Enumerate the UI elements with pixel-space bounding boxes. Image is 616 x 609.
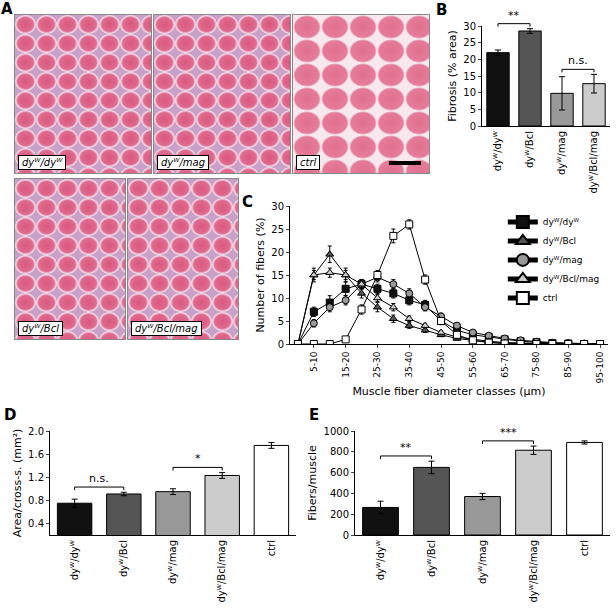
svg-text:ctrl: ctrl: [543, 293, 558, 303]
svg-text:45-50: 45-50: [436, 351, 446, 377]
svg-text:dyᵂ/dyᵂ: dyᵂ/dyᵂ: [543, 217, 580, 227]
svg-text:15-20: 15-20: [341, 351, 351, 377]
svg-text:dyᵂ/Bcl: dyᵂ/Bcl: [426, 540, 437, 577]
svg-text:dyᵂ/Bcl: dyᵂ/Bcl: [118, 540, 129, 577]
svg-text:15: 15: [463, 71, 476, 82]
svg-text:30: 30: [463, 21, 476, 32]
svg-text:10: 10: [271, 293, 284, 304]
svg-text:5-10: 5-10: [309, 351, 319, 372]
html-text:dyᵂ/Bcl/mag: dyᵂ/Bcl/mag: [135, 323, 198, 334]
svg-text:dyᵂ/Bcl: dyᵂ/Bcl: [524, 131, 535, 168]
svg-text:n.s.: n.s.: [568, 54, 588, 67]
svg-text:85-90: 85-90: [563, 351, 573, 377]
svg-text:dyᵂ/mag: dyᵂ/mag: [556, 131, 567, 175]
svg-text:10: 10: [463, 87, 476, 98]
svg-text:dyᵂ/Bcl/mag: dyᵂ/Bcl/mag: [216, 540, 227, 603]
svg-text:25-30: 25-30: [372, 351, 382, 377]
svg-text:25: 25: [271, 224, 284, 235]
svg-text:20: 20: [271, 247, 284, 258]
svg-text:Area/cross-s. (mm²): Area/cross-s. (mm²): [11, 429, 24, 538]
svg-text:**: **: [400, 441, 412, 454]
svg-text:95-100: 95-100: [595, 351, 605, 383]
svg-text:0: 0: [278, 339, 284, 350]
svg-text:800: 800: [330, 446, 349, 457]
html-text:dyᵂ/dyᵂ: dyᵂ/dyᵂ: [22, 157, 63, 168]
svg-text:n.s.: n.s.: [89, 472, 109, 485]
svg-text:dyᵂ/dyᵂ: dyᵂ/dyᵂ: [492, 130, 503, 171]
svg-text:65-70: 65-70: [500, 351, 510, 377]
svg-text:35-40: 35-40: [404, 351, 414, 377]
svg-text:600: 600: [330, 467, 349, 478]
svg-text:2.0: 2.0: [28, 426, 44, 437]
svg-text:Fibrosis (% area): Fibrosis (% area): [446, 30, 459, 122]
svg-text:dyᵂ/Bcl/mag: dyᵂ/Bcl/mag: [543, 274, 599, 284]
svg-text:400: 400: [330, 488, 349, 499]
svg-text:75-80: 75-80: [531, 351, 541, 377]
svg-text:ctrl: ctrl: [579, 540, 590, 556]
svg-text:5: 5: [278, 316, 284, 327]
html-text:ctrl: ctrl: [300, 157, 317, 168]
svg-text:200: 200: [330, 509, 349, 520]
svg-text:dyᵂ/Bcl/mag: dyᵂ/Bcl/mag: [528, 540, 539, 603]
svg-text:30: 30: [271, 201, 284, 212]
svg-text:dyᵂ/dyᵂ: dyᵂ/dyᵂ: [69, 539, 80, 580]
html-text:C: C: [242, 193, 253, 211]
svg-text:20: 20: [463, 54, 476, 65]
svg-text:ctrl: ctrl: [266, 540, 277, 556]
svg-text:5: 5: [470, 104, 476, 115]
svg-text:25: 25: [463, 37, 476, 48]
svg-text:**: **: [508, 9, 520, 22]
svg-text:0: 0: [470, 121, 476, 132]
svg-text:0.4: 0.4: [28, 518, 44, 529]
svg-text:1000: 1000: [324, 426, 349, 437]
svg-text:dyᵂ/mag: dyᵂ/mag: [477, 540, 488, 584]
svg-text:55-60: 55-60: [468, 351, 478, 377]
svg-text:***: ***: [500, 426, 517, 439]
svg-text:dyᵂ/mag: dyᵂ/mag: [167, 540, 178, 584]
svg-text:Muscle fiber diameter classes: Muscle fiber diameter classes (μm): [352, 385, 545, 398]
svg-text:1.2: 1.2: [28, 472, 44, 483]
svg-text:Number of fibers (%): Number of fibers (%): [254, 217, 267, 332]
svg-text:15: 15: [271, 270, 284, 281]
html-text:B: B: [436, 1, 448, 19]
svg-text:Fibers/muscle: Fibers/muscle: [306, 445, 319, 521]
svg-text:dyᵂ/mag: dyᵂ/mag: [543, 255, 583, 265]
html-text:dyᵂ/Bcl: dyᵂ/Bcl: [22, 323, 59, 334]
svg-text:1.6: 1.6: [28, 449, 44, 460]
html-text:dyᵂ/mag: dyᵂ/mag: [161, 157, 206, 168]
svg-text:*: *: [195, 452, 201, 465]
svg-text:0: 0: [343, 530, 349, 541]
html-text:D: D: [4, 406, 17, 424]
html-text:E: E: [309, 406, 320, 424]
html-text:A: A: [1, 0, 13, 18]
svg-text:dyᵂ/Bcl: dyᵂ/Bcl: [543, 236, 576, 246]
svg-text:0.8: 0.8: [28, 495, 44, 506]
svg-text:dyᵂ/dyᵂ: dyᵂ/dyᵂ: [375, 539, 386, 580]
svg-text:dyᵂ/Bcl/mag: dyᵂ/Bcl/mag: [588, 131, 599, 194]
